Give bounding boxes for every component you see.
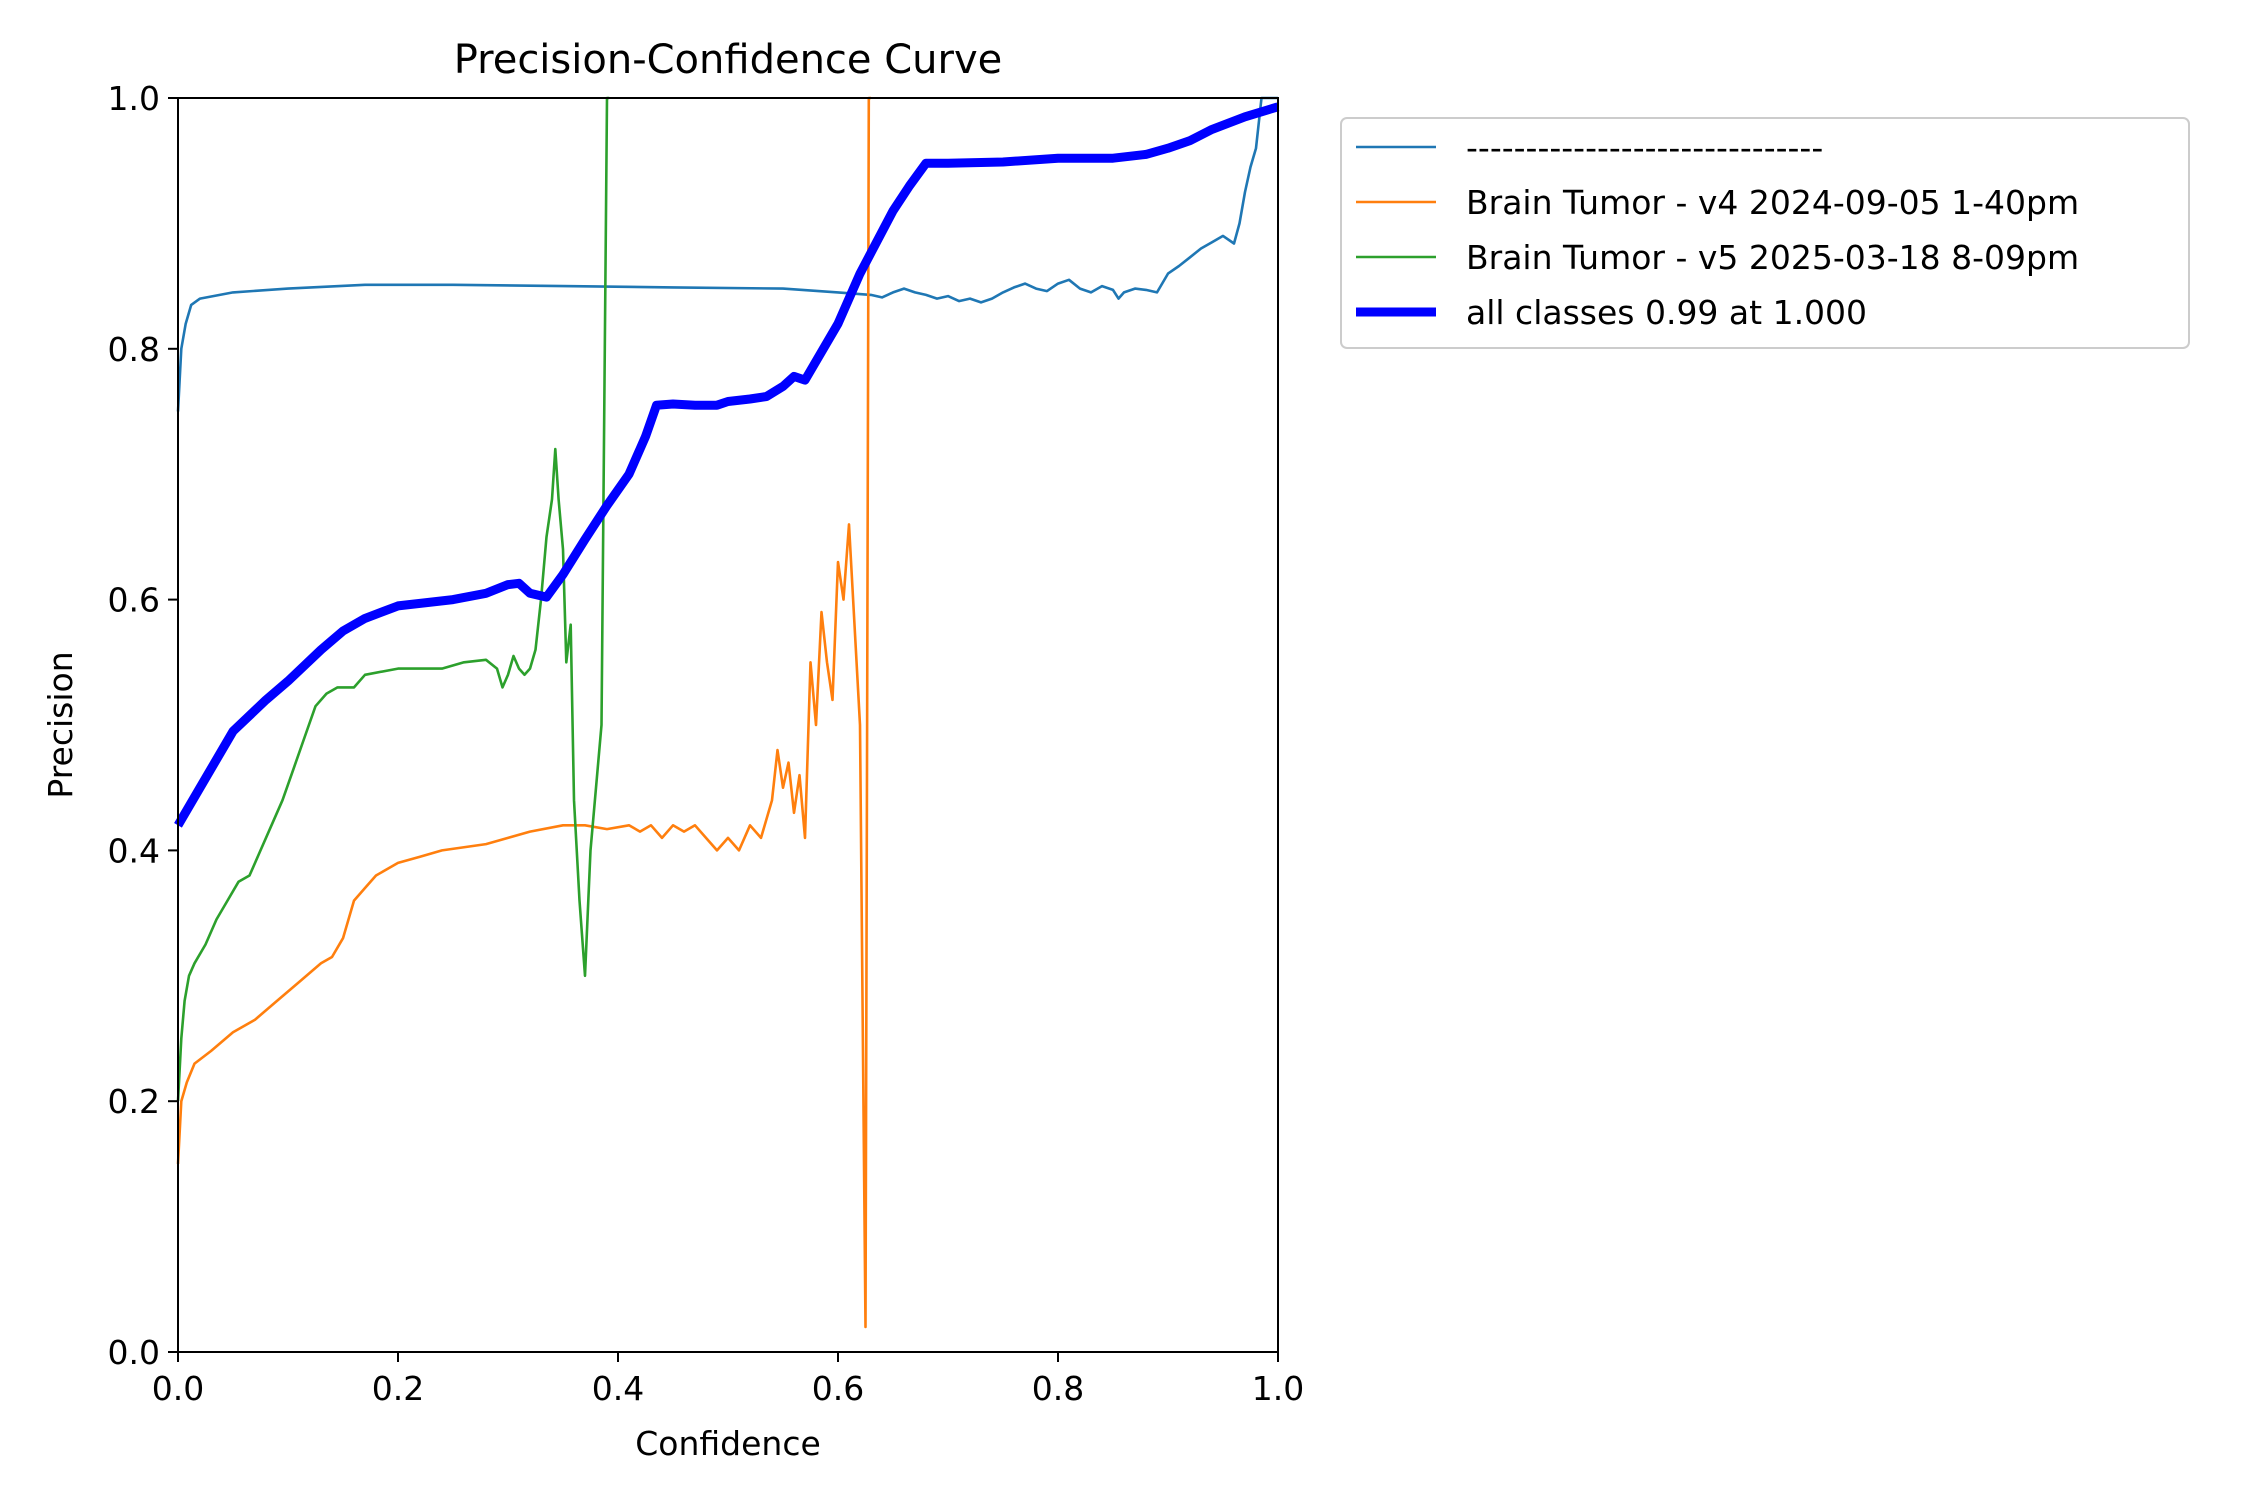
- x-tick-label: 1.0: [1252, 1369, 1304, 1408]
- x-axis-label: Confidence: [635, 1424, 821, 1463]
- x-tick-label: 0.6: [812, 1369, 864, 1408]
- series-line-3: [174, 102, 1280, 828]
- y-tick-label: 0.4: [108, 831, 160, 870]
- y-tick-label: 0.2: [108, 1082, 160, 1121]
- plot-frame: [177, 97, 1279, 1353]
- y-tick-label: 1.0: [108, 79, 160, 118]
- series-line-0: [176, 96, 1278, 412]
- y-tick-label: 0.8: [108, 330, 160, 369]
- series-line-1: [176, 96, 871, 1329]
- x-tick-label: 0.4: [592, 1369, 644, 1408]
- legend-label: ------------------------------: [1466, 128, 1823, 167]
- legend-items: ------------------------------ Brain Tumo…: [1356, 128, 2079, 332]
- x-tick-label: 0.2: [372, 1369, 424, 1408]
- chart-title: Precision-Confidence Curve: [454, 37, 1003, 83]
- legend-label: Brain Tumor - v5 2025-03-18 8-09pm: [1466, 238, 2079, 277]
- x-tick-label: 0.8: [1032, 1369, 1084, 1408]
- series-line-2: [176, 96, 610, 1102]
- y-axis: 0.0 0.2 0.4 0.6 0.8 1.0: [108, 79, 178, 1372]
- legend: ------------------------------ Brain Tumo…: [1340, 117, 2190, 349]
- x-axis: 0.0 0.2 0.4 0.6 0.8 1.0: [152, 1352, 1304, 1408]
- legend-label: Brain Tumor - v4 2024-09-05 1-40pm: [1466, 183, 2079, 222]
- y-tick-label: 0.6: [108, 581, 160, 620]
- legend-frame: [1340, 117, 2190, 349]
- y-tick-label: 0.0: [108, 1333, 160, 1372]
- plot-lines: [174, 96, 1280, 1329]
- legend-label: all classes 0.99 at 1.000: [1466, 293, 1867, 332]
- y-axis-label: Precision: [41, 651, 80, 798]
- x-tick-label: 0.0: [152, 1369, 204, 1408]
